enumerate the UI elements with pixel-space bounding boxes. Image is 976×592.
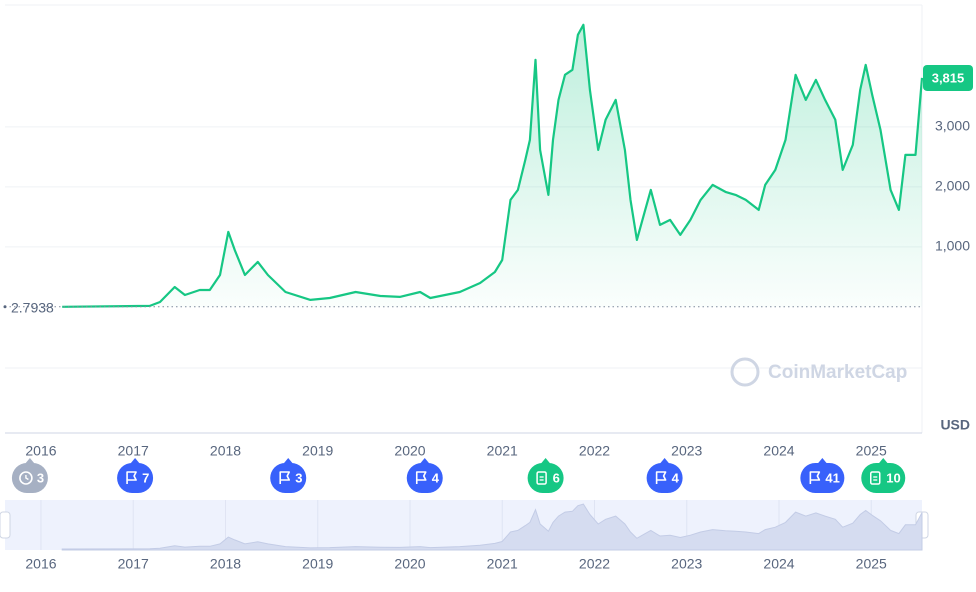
watermark-logo <box>730 357 760 387</box>
event-badge-label: 6 <box>553 470 560 485</box>
navigator-tick-label: 2019 <box>302 556 333 572</box>
event-badge-body <box>861 463 906 493</box>
navigator-tick-label: 2025 <box>856 556 887 572</box>
y-tick-label: 3,000 <box>935 118 970 134</box>
event-badge[interactable]: 3 <box>270 458 307 493</box>
x-tick-label: 2018 <box>210 443 241 459</box>
flag-icon <box>655 471 667 484</box>
currency-label: USD <box>940 417 970 433</box>
x-tick-label: 2023 <box>671 443 702 459</box>
event-badge-pointer <box>817 458 828 464</box>
y-tick-label: 1,000 <box>935 238 970 254</box>
document-icon <box>536 471 547 485</box>
event-badge[interactable]: 4 <box>646 458 683 493</box>
current-price-label: 3,815 <box>932 70 965 85</box>
event-badge[interactable]: 4 <box>406 458 443 493</box>
price-line <box>62 23 924 308</box>
navigator-tick-label: 2021 <box>487 556 518 572</box>
navigator-handle-left[interactable] <box>0 511 11 539</box>
event-badge[interactable]: 41 <box>800 458 845 493</box>
x-tick-label: 2025 <box>856 443 887 459</box>
y-tick-label: 2,000 <box>935 178 970 194</box>
start-label: 2.7938 <box>11 300 54 316</box>
event-badge-label: 3 <box>295 470 302 485</box>
navigator-tick-label: 2022 <box>579 556 610 572</box>
navigator-tick-label: 2017 <box>118 556 149 572</box>
history-icon-hand <box>25 475 29 481</box>
x-tick-label: 2017 <box>118 443 149 459</box>
event-badge-pointer <box>130 458 141 464</box>
event-badge-label: 41 <box>825 470 839 485</box>
event-badge-label: 7 <box>142 470 149 485</box>
event-badge-pointer <box>878 458 889 464</box>
current-price-badge <box>923 64 973 91</box>
price-area <box>62 24 922 307</box>
start-marker <box>3 305 7 309</box>
event-badge-label: 3 <box>37 470 44 485</box>
document-icon <box>870 471 881 485</box>
event-badge[interactable]: 7 <box>117 458 154 493</box>
flag-icon <box>279 471 291 484</box>
event-badge[interactable]: 3 <box>11 458 48 493</box>
history-icon <box>19 471 33 485</box>
event-badge-pointer <box>24 458 35 464</box>
event-badge[interactable]: 10 <box>861 458 906 493</box>
x-tick-label: 2022 <box>579 443 610 459</box>
event-badge-pointer <box>540 458 551 464</box>
event-badge-pointer <box>283 458 294 464</box>
event-badge-label: 10 <box>886 470 900 485</box>
navigator-tick-label: 2020 <box>394 556 425 572</box>
navigator-tick-label: 2016 <box>25 556 56 572</box>
x-tick-label: 2024 <box>763 443 794 459</box>
event-badge-body <box>11 463 48 493</box>
navigator-tick-label: 2024 <box>763 556 794 572</box>
event-badge-pointer <box>419 458 430 464</box>
watermark-group: CoinMarketCap <box>730 357 907 387</box>
flag-icon <box>415 471 427 484</box>
event-badge-pointer <box>659 458 670 464</box>
flag-icon <box>126 471 137 484</box>
event-badge-label: 4 <box>432 470 440 485</box>
event-badge-body <box>800 463 845 493</box>
navigator-tick-label: 2023 <box>671 556 702 572</box>
x-tick-label: 2016 <box>25 443 56 459</box>
flag-icon <box>809 471 821 484</box>
x-tick-label: 2019 <box>302 443 333 459</box>
x-tick-label: 2020 <box>394 443 425 459</box>
navigator-tick-label: 2018 <box>210 556 241 572</box>
x-tick-label: 2021 <box>487 443 518 459</box>
event-badge-label: 4 <box>672 470 680 485</box>
watermark: CoinMarketCap <box>768 362 907 383</box>
navigator-area <box>61 503 923 551</box>
event-badge[interactable]: 6 <box>527 458 564 493</box>
